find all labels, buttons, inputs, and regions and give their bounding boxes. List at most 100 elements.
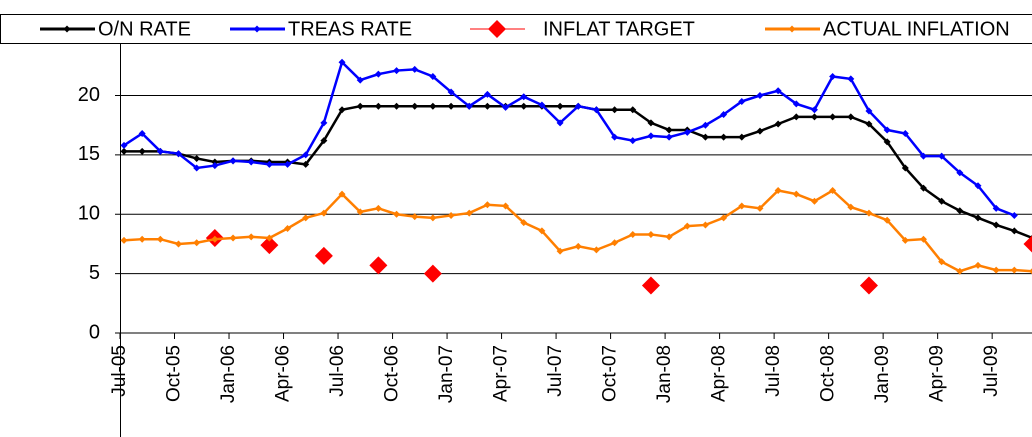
data-point: [774, 87, 782, 95]
data-point: [265, 160, 273, 168]
data-point: [865, 209, 873, 217]
data-point: [647, 230, 655, 238]
data-point: [556, 119, 564, 127]
data-point: [556, 102, 564, 110]
data-point: [338, 190, 346, 198]
data-point: [701, 221, 709, 229]
data-point: [665, 133, 673, 141]
data-point: [738, 97, 746, 105]
data-point: [919, 184, 927, 192]
data-point: [938, 197, 946, 205]
x-tick-label: Apr-06: [273, 345, 294, 402]
data-point: [792, 113, 800, 121]
data-point: [1023, 235, 1032, 253]
x-tick-label: Jul-06: [327, 345, 348, 397]
data-point: [302, 160, 310, 168]
data-point: [956, 267, 964, 275]
data-point: [629, 106, 637, 114]
data-point: [641, 276, 660, 295]
legend-label: TREAS RATE: [288, 18, 412, 40]
data-point: [320, 137, 328, 145]
data-point: [465, 209, 473, 217]
legend-label: ACTUAL INFLATION: [823, 18, 1010, 40]
x-tick-label: Jul-07: [545, 345, 566, 397]
data-point: [411, 213, 419, 221]
data-point: [356, 102, 364, 110]
x-tick-label: Oct-08: [818, 345, 839, 402]
data-point: [992, 204, 1000, 212]
x-tick-label: Oct-06: [382, 345, 403, 402]
data-point: [520, 102, 528, 110]
data-point: [738, 133, 746, 141]
data-point: [829, 187, 837, 194]
data-point: [520, 93, 528, 101]
data-point: [756, 127, 764, 135]
data-point: [1029, 268, 1032, 275]
data-point: [810, 113, 818, 121]
x-tick-label: Jul-08: [763, 345, 784, 397]
data-point: [393, 102, 401, 110]
data-point: [520, 219, 528, 227]
data-point: [629, 230, 637, 238]
data-point: [720, 111, 728, 118]
data-point: [502, 202, 510, 210]
data-point: [483, 102, 491, 110]
y-tick-label: 15: [78, 143, 100, 165]
data-point: [574, 242, 582, 250]
data-point: [211, 235, 219, 243]
data-point: [284, 160, 292, 168]
data-point: [756, 92, 764, 99]
legend-marker: [788, 25, 796, 33]
data-point: [193, 164, 201, 172]
y-tick-label: 10: [78, 203, 100, 225]
data-point: [574, 102, 582, 110]
data-point: [374, 70, 382, 78]
data-point: [974, 214, 982, 222]
data-point: [974, 261, 982, 269]
data-point: [556, 247, 564, 255]
data-point: [992, 221, 1000, 229]
data-point: [629, 137, 637, 145]
data-point: [211, 162, 219, 170]
data-point: [611, 133, 619, 141]
x-tick-label: Oct-05: [164, 345, 185, 402]
data-point: [302, 214, 310, 222]
data-point: [229, 234, 237, 242]
y-tick-label: 5: [89, 262, 100, 284]
plot-area: [120, 43, 1032, 437]
legend-label: INFLAT TARGET: [543, 18, 695, 40]
data-point: [592, 106, 600, 114]
data-point: [992, 266, 1000, 274]
data-point: [865, 120, 873, 128]
data-point: [465, 102, 473, 110]
data-point: [284, 225, 292, 232]
data-point: [919, 152, 927, 160]
data-point: [193, 154, 201, 162]
data-point: [211, 158, 219, 166]
data-point: [429, 214, 437, 222]
legend-label: O/N RATE: [98, 18, 191, 40]
data-point: [314, 246, 333, 265]
data-point: [701, 121, 709, 129]
x-tick-label: Jul-05: [109, 345, 130, 397]
x-tick-label: Jan-07: [436, 345, 457, 403]
data-point: [120, 236, 128, 244]
data-point: [592, 246, 600, 254]
data-point: [175, 240, 183, 248]
data-point: [229, 157, 237, 165]
x-tick-label: Apr-08: [709, 345, 730, 402]
data-point: [611, 239, 619, 247]
data-point: [974, 182, 982, 190]
legend-marker: [63, 25, 71, 33]
data-point: [120, 147, 128, 155]
data-point: [810, 197, 818, 205]
data-point: [393, 210, 401, 218]
y-tick-label: 20: [78, 84, 100, 106]
data-point: [738, 202, 746, 210]
data-point: [447, 102, 455, 110]
data-point: [369, 256, 388, 275]
y-tick-label: 0: [89, 321, 100, 343]
data-point: [901, 130, 909, 137]
data-point: [120, 141, 128, 149]
data-point: [356, 76, 364, 84]
